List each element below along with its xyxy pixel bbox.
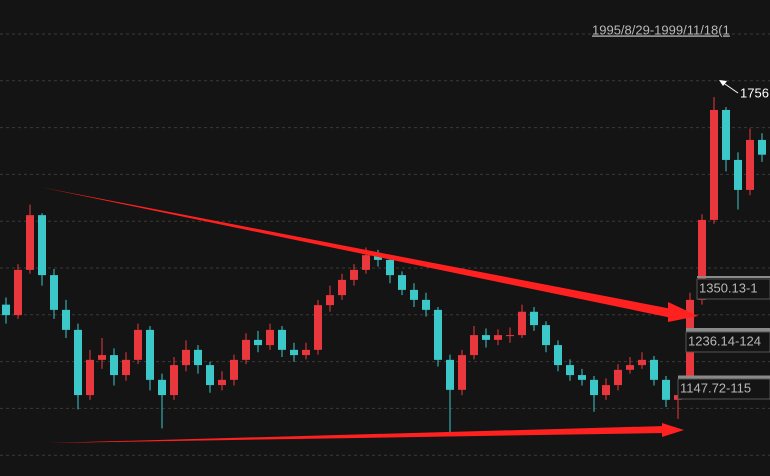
candle-body — [758, 139, 766, 155]
candle-body — [62, 309, 70, 330]
range-label: 1236.14-124 — [688, 333, 761, 348]
candle-body — [86, 359, 94, 396]
candle-body — [50, 275, 58, 310]
candle-body — [206, 365, 214, 386]
candle-body — [74, 329, 82, 396]
candle-body — [326, 295, 334, 306]
candle-body — [614, 369, 622, 386]
peak-label: 1756 — [740, 85, 769, 100]
trend-line-upper — [40, 187, 672, 318]
candle-body — [554, 345, 562, 366]
candle-body — [734, 159, 742, 190]
candle-body — [38, 215, 46, 276]
candle-body — [542, 325, 550, 346]
candle-body — [506, 335, 514, 337]
candle-body — [134, 329, 142, 360]
grid — [0, 33, 770, 456]
peak-pointer-head — [719, 80, 727, 86]
candle-body — [446, 359, 454, 390]
candle-body — [434, 309, 442, 360]
candle-body — [278, 329, 286, 350]
candle-body — [458, 355, 466, 390]
candle-body — [254, 339, 262, 346]
candle-body — [662, 379, 670, 400]
candle-body — [374, 255, 382, 260]
candle-body — [350, 269, 358, 280]
candle-body — [266, 329, 274, 346]
candle-body — [698, 219, 706, 300]
range-box — [685, 331, 770, 353]
candle-body — [422, 299, 430, 310]
candle-body — [602, 385, 610, 396]
arrow-head — [662, 423, 684, 437]
candle-body — [314, 305, 322, 350]
candle-body — [482, 335, 490, 340]
candle-body — [398, 275, 406, 290]
candle-body — [218, 379, 226, 386]
candle-body — [410, 289, 418, 300]
range-label: 1350.13-1 — [699, 280, 758, 295]
candle-body — [110, 355, 118, 376]
candle-body — [578, 375, 586, 380]
candle-body — [230, 359, 238, 380]
candle-body — [2, 304, 10, 316]
candle-body — [710, 109, 718, 220]
candle-body — [566, 365, 574, 376]
candle-body — [590, 379, 598, 396]
candle-body — [746, 139, 754, 190]
candle-body — [470, 335, 478, 356]
candle-body — [98, 355, 106, 360]
range-bar — [678, 375, 770, 379]
candle-body — [638, 359, 646, 366]
candle-body — [26, 215, 34, 270]
trend-line-lower — [48, 426, 665, 443]
candle-body — [494, 335, 502, 340]
candle-body — [338, 279, 346, 296]
candle-body — [530, 311, 538, 326]
range-bar — [686, 328, 770, 332]
candle-body — [302, 349, 310, 356]
candle-body — [650, 359, 658, 380]
candle-body — [14, 269, 22, 316]
candle-body — [386, 259, 394, 276]
candle-body — [626, 365, 634, 370]
range-label: 1147.72-115 — [680, 380, 751, 395]
candle-body — [170, 365, 178, 396]
candle-body — [242, 339, 250, 360]
arrow-head — [668, 302, 698, 322]
range-labels: 1350.13-1 1236.14-124 1147.72-115 — [677, 276, 770, 400]
candle-body — [362, 255, 370, 270]
candle-body — [722, 109, 730, 160]
range-bar — [697, 276, 770, 278]
candle-body — [290, 349, 298, 356]
candle-body — [146, 329, 154, 380]
candle-body — [182, 349, 190, 366]
period-label: 1995/8/29-1999/11/18(1 — [592, 22, 730, 37]
candle-body — [518, 311, 526, 336]
range-box — [696, 278, 770, 300]
candle-body — [122, 359, 130, 376]
candle-body — [194, 349, 202, 366]
candle-body — [158, 379, 166, 396]
range-box — [677, 378, 770, 400]
